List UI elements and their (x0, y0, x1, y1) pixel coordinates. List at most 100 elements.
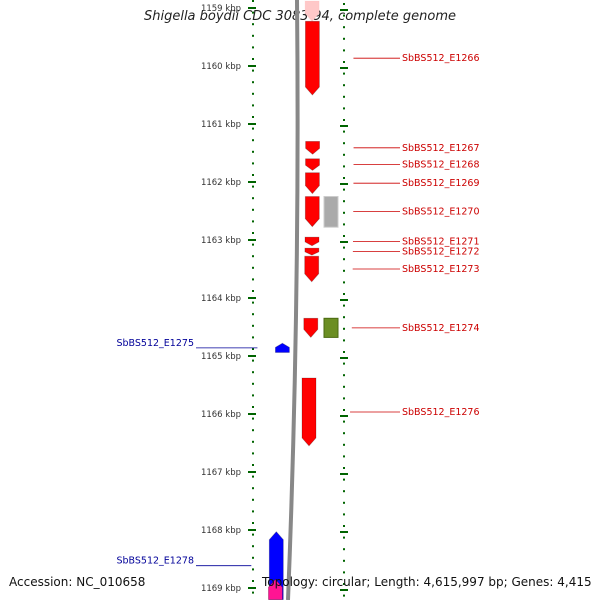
gene-label: SbBS512_E1275 (116, 338, 194, 349)
left-minor-tick (252, 406, 254, 408)
right-minor-tick (343, 130, 345, 133)
right-minor-tick (343, 362, 345, 365)
right-minor-tick (343, 200, 345, 203)
left-minor-tick (252, 417, 254, 420)
right-minor-tick (343, 490, 345, 493)
left-minor-tick (252, 23, 254, 26)
right-minor-tick (343, 72, 345, 75)
right-minor-tick (343, 235, 345, 237)
left-minor-tick (252, 313, 254, 316)
gene-label: SbBS512_E1273 (402, 264, 480, 275)
right-major-tick (340, 299, 348, 301)
left-minor-tick (252, 266, 254, 269)
chromosome-backbone (286, 0, 300, 600)
right-minor-tick (343, 409, 345, 411)
axis-tick-label: 1160 kbp (201, 62, 241, 72)
chromosome-backbone-group (286, 0, 300, 600)
right-minor-tick (343, 571, 345, 574)
gene-sbbs512-e1270 (304, 196, 320, 228)
left-minor-tick (252, 394, 254, 397)
gene-sbbs512-e1273 (304, 255, 320, 283)
right-minor-tick (343, 443, 345, 446)
left-minor-tick (252, 127, 254, 130)
gene-label: SbBS512_E1272 (402, 247, 480, 258)
left-minor-tick (252, 382, 254, 385)
right-minor-tick (343, 246, 345, 249)
left-major-tick (248, 471, 256, 473)
gene-label: SbBS512_E1271 (402, 236, 480, 247)
left-major-tick (248, 355, 256, 357)
axis-tick-label: 1169 kbp (201, 584, 241, 594)
left-major-tick (248, 413, 256, 415)
feature-track (323, 196, 339, 338)
left-minor-tick (252, 197, 254, 200)
left-minor-tick (252, 92, 254, 95)
right-major-tick (340, 9, 348, 11)
left-minor-tick (252, 568, 254, 571)
left-minor-tick (252, 116, 254, 118)
left-minor-tick (252, 440, 254, 443)
gene-track (267, 0, 321, 600)
gene-label: SbBS512_E1266 (402, 53, 480, 64)
gene-labels: SbBS512_E1266 SbBS512_E1267 SbBS512_E1268 S… (116, 53, 479, 567)
feature-gray (323, 196, 339, 228)
left-minor-tick (252, 429, 254, 432)
left-minor-tick (252, 533, 254, 536)
axis-tick-label: 1163 kbp (201, 236, 241, 246)
right-minor-tick (343, 513, 345, 516)
left-minor-tick (252, 452, 254, 455)
right-major-tick (340, 473, 348, 475)
left-minor-tick (252, 11, 254, 14)
right-minor-tick (343, 177, 345, 179)
left-minor-tick (252, 301, 254, 304)
left-minor-tick (252, 34, 254, 37)
left-major-tick (248, 587, 256, 589)
left-minor-tick (252, 591, 254, 594)
left-minor-tick (252, 290, 254, 292)
right-minor-tick (343, 374, 345, 377)
left-minor-tick (252, 150, 254, 153)
axis-tick-label: 1164 kbp (201, 294, 241, 304)
axis-tick-label: 1161 kbp (201, 120, 241, 130)
left-major-tick (248, 297, 256, 299)
left-minor-tick (252, 104, 254, 107)
gene-sbbs512-e1269 (304, 172, 320, 195)
right-minor-tick (343, 84, 345, 87)
gene-label: SbBS512_E1278 (116, 556, 194, 567)
gene-label: SbBS512_E1276 (402, 407, 480, 418)
right-minor-tick (343, 95, 345, 98)
right-major-tick (340, 183, 348, 185)
right-minor-tick (343, 501, 345, 504)
gene-sbbs512-e1271 (304, 236, 320, 247)
left-major-tick (248, 181, 256, 183)
left-minor-tick (252, 208, 254, 211)
right-major-tick (340, 589, 348, 591)
right-minor-tick (343, 14, 345, 17)
axis-tick-label: 1162 kbp (201, 178, 241, 188)
right-minor-tick (343, 37, 345, 40)
left-minor-tick (252, 0, 254, 2)
right-minor-tick (343, 467, 345, 469)
right-minor-tick (343, 536, 345, 539)
left-minor-tick (252, 139, 254, 142)
left-minor-tick (252, 232, 254, 234)
left-minor-tick (252, 69, 254, 72)
right-minor-tick (343, 478, 345, 481)
label-leaders (196, 57, 400, 567)
right-minor-tick (343, 594, 345, 597)
right-minor-tick (343, 61, 345, 63)
right-tick-track (340, 3, 348, 597)
gene-sbbs512-e1276 (301, 377, 317, 447)
left-minor-tick (252, 556, 254, 559)
left-minor-tick (252, 545, 254, 548)
left-minor-tick (252, 359, 254, 362)
left-minor-tick (252, 487, 254, 490)
left-minor-tick (252, 46, 254, 49)
feature-green (323, 317, 339, 338)
gene-label: SbBS512_E1268 (402, 160, 480, 171)
left-minor-tick (252, 371, 254, 374)
left-minor-tick (252, 348, 254, 350)
right-minor-tick (343, 188, 345, 191)
right-minor-tick (343, 455, 345, 458)
